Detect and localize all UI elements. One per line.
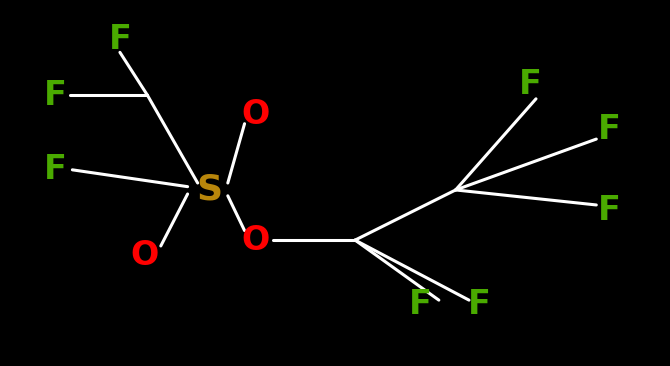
Text: F: F [44, 79, 66, 112]
Text: O: O [241, 224, 269, 257]
Text: F: F [598, 194, 621, 227]
Text: F: F [109, 23, 131, 56]
Text: F: F [468, 288, 491, 321]
Text: F: F [519, 68, 541, 101]
Text: F: F [598, 113, 621, 146]
Text: F: F [44, 153, 66, 186]
Text: S: S [197, 173, 222, 207]
Text: O: O [241, 98, 269, 131]
Text: F: F [409, 288, 431, 321]
Text: O: O [131, 239, 159, 272]
